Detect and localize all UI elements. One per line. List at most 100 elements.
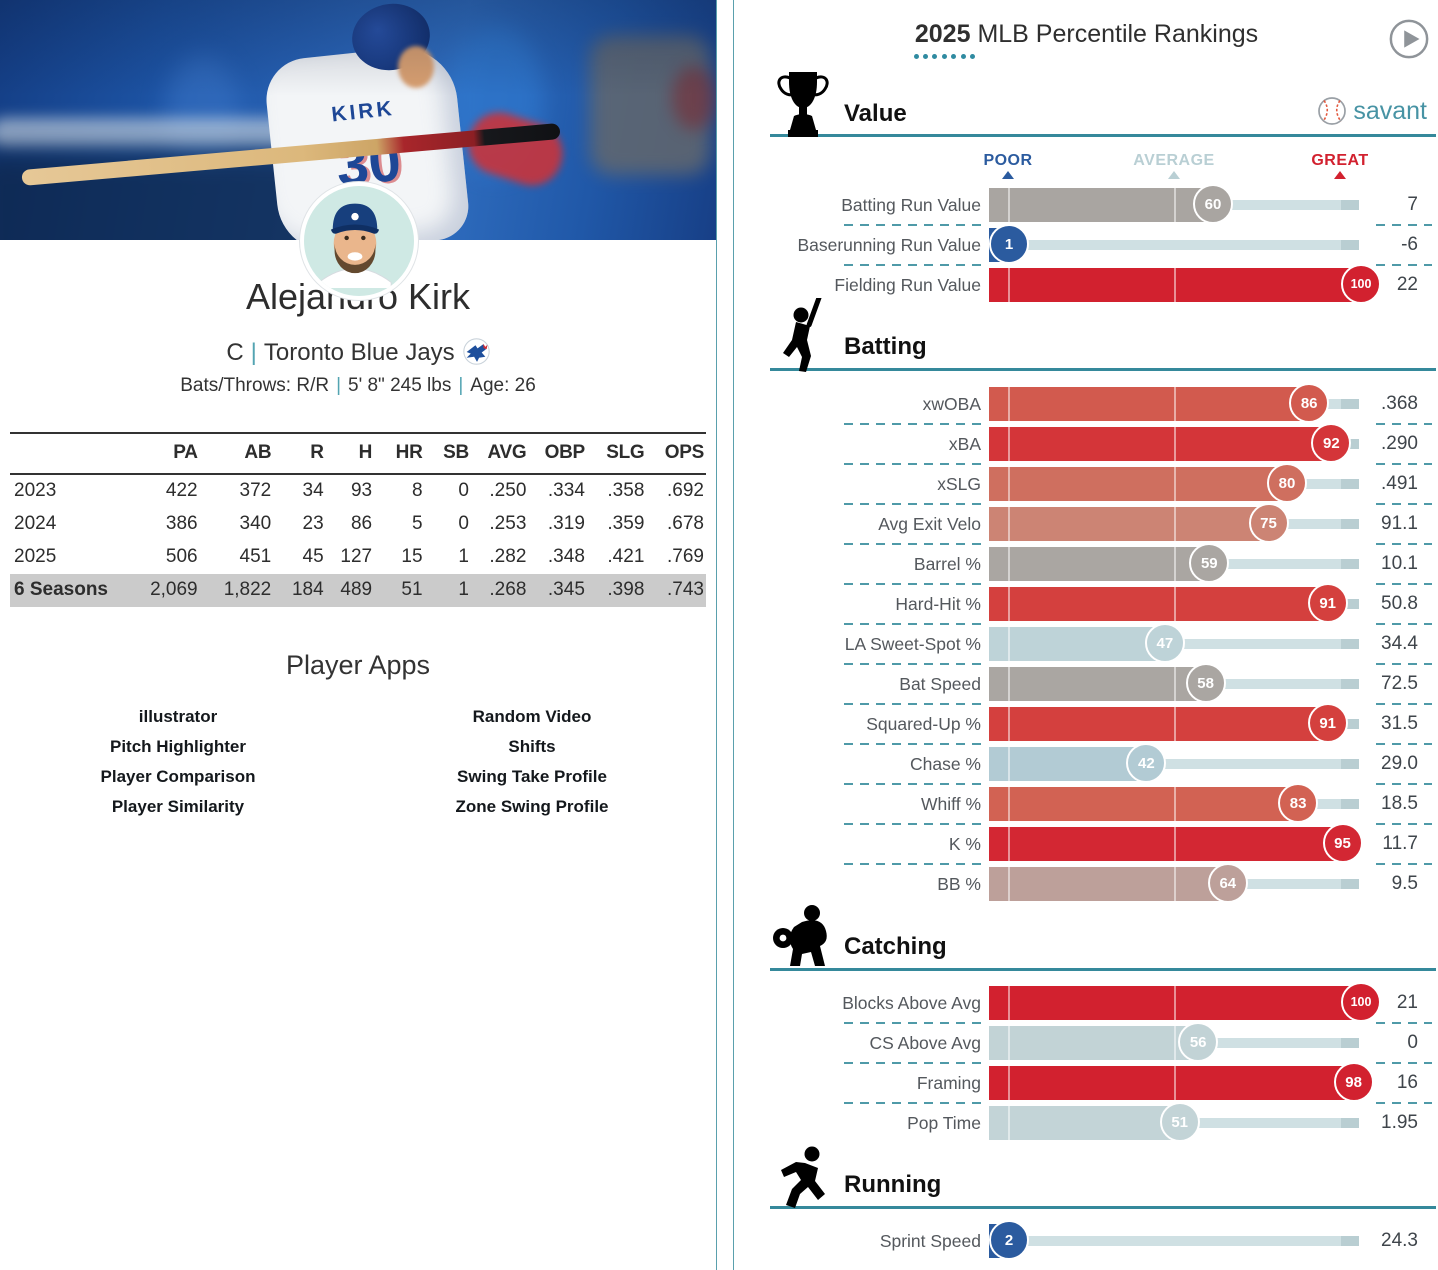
percentile-bar — [989, 787, 1297, 821]
stats-column-header: SLG — [586, 433, 647, 475]
stat-cell: 0 — [458, 513, 469, 534]
avatar — [300, 182, 418, 300]
stats-column-header: AB — [199, 433, 274, 475]
catching-rows: Blocks Above Avg 100 21 CS Above Avg 56 0 Fram… — [734, 982, 1438, 1143]
dotted-underline — [913, 54, 975, 59]
bar-tick — [1007, 467, 1010, 501]
percentile-bubble: 80 — [1267, 463, 1307, 503]
player-apps-right-column: Random Video Shifts Swing Take Profile Zone… — [364, 702, 700, 822]
metric-value: 9.5 — [1391, 873, 1418, 894]
percentile-row: Squared-Up % 91 31.5 — [734, 703, 1438, 744]
track-end-tick — [1341, 599, 1359, 609]
app-link[interactable]: Pitch Highlighter — [110, 737, 246, 756]
app-link[interactable]: Swing Take Profile — [457, 767, 607, 786]
stat-cell: 386 — [165, 513, 198, 534]
app-link[interactable]: Zone Swing Profile — [455, 797, 609, 816]
separator-dash — [844, 463, 983, 465]
metric-label: Bat Speed — [899, 674, 981, 694]
stat-cell: .678 — [667, 513, 704, 534]
percentile-bar — [989, 627, 1163, 661]
bar-tick — [1174, 427, 1176, 461]
stat-cell: .743 — [667, 579, 704, 600]
savant-brand[interactable]: savant — [1317, 96, 1427, 126]
percentile-row: Pop Time 51 1.95 — [734, 1102, 1438, 1143]
percentile-bar — [989, 587, 1326, 621]
stats-column-header: PA — [122, 433, 200, 475]
app-link[interactable]: Player Comparison — [100, 767, 256, 786]
separator-dash — [844, 783, 983, 785]
metric-value: 7 — [1407, 194, 1418, 215]
play-button[interactable] — [1388, 18, 1430, 60]
separator-dash — [1376, 1102, 1432, 1104]
stat-cell: .348 — [547, 546, 585, 567]
metric-value: .368 — [1381, 393, 1418, 414]
season-label: 2023 — [14, 480, 57, 501]
scale-marker-average — [1168, 171, 1180, 179]
player-apps-left-column: illustrator Pitch Highlighter Player Compa… — [10, 702, 346, 822]
percentile-track — [989, 240, 1359, 250]
metric-label: K % — [948, 834, 981, 854]
percentile-row: Barrel % 59 10.1 — [734, 543, 1438, 584]
metric-label: Fielding Run Value — [834, 275, 981, 295]
stat-cell: 184 — [291, 579, 324, 600]
percentile-row: K % 95 11.7 — [734, 823, 1438, 864]
track-end-tick — [1341, 519, 1359, 529]
percentile-row: Framing 98 16 — [734, 1062, 1438, 1103]
stat-cell: 34 — [302, 480, 324, 501]
percentile-bubble: 42 — [1126, 743, 1167, 783]
metric-label: xBA — [948, 434, 981, 454]
metric-label: Hard-Hit % — [895, 594, 981, 614]
section-title-catching: Catching — [844, 933, 947, 960]
age: Age: 26 — [470, 375, 536, 396]
metric-label: Chase % — [909, 754, 981, 774]
percentile-bar — [989, 467, 1285, 501]
stat-cell: 127 — [340, 546, 373, 567]
metric-label: Baserunning Run Value — [797, 235, 981, 255]
bar-tick — [1007, 1066, 1010, 1100]
percentile-row: LA Sweet-Spot % 47 34.4 — [734, 623, 1438, 664]
player-apps-title: Player Apps — [285, 650, 431, 680]
separator-dash — [844, 1022, 983, 1024]
separator-dash — [844, 663, 983, 665]
stat-cell: 0 — [458, 480, 469, 501]
stat-cell: .334 — [547, 480, 585, 501]
player-face-blur — [398, 46, 434, 88]
height-weight: 5' 8" 245 lbs — [348, 375, 452, 396]
app-link[interactable]: Player Similarity — [111, 797, 245, 816]
hero-background-blur — [672, 66, 716, 130]
percentile-row: Avg Exit Velo 75 91.1 — [734, 503, 1438, 544]
percentile-bubble: 100 — [1341, 982, 1381, 1022]
stat-cell: 23 — [302, 513, 324, 534]
batter-icon — [783, 298, 822, 372]
percentile-row: Sprint Speed 2 24.3 — [734, 1220, 1438, 1261]
bar-tick — [1007, 827, 1010, 861]
bar-tick — [1007, 867, 1010, 901]
percentile-row: Whiff % 83 18.5 — [734, 783, 1438, 824]
track-end-tick — [1341, 639, 1359, 649]
separator-dash — [1376, 1022, 1432, 1024]
app-link[interactable]: illustrator — [138, 707, 218, 726]
metric-value: 18.5 — [1381, 793, 1418, 814]
percentile-bubble: 58 — [1185, 663, 1226, 703]
percentile-row: BB % 64 9.5 — [734, 863, 1438, 904]
percentile-bar — [989, 387, 1308, 421]
metric-value: 31.5 — [1381, 713, 1418, 734]
track-end-tick — [1341, 1118, 1359, 1128]
stats-column-header: SB — [424, 433, 471, 475]
bar-tick — [1007, 268, 1010, 302]
metric-label: BB % — [937, 874, 981, 894]
stat-cell: 86 — [350, 513, 373, 534]
metric-label: LA Sweet-Spot % — [844, 634, 981, 654]
stat-cell: 5 — [411, 513, 423, 534]
scale-label-poor: POOR — [983, 152, 1033, 169]
metric-value: 91.1 — [1381, 513, 1418, 534]
app-link[interactable]: Random Video — [472, 707, 592, 726]
stat-cell: .319 — [547, 513, 585, 534]
scale-marker-great — [1334, 171, 1346, 179]
app-link[interactable]: Shifts — [508, 737, 556, 756]
separator: | — [336, 375, 342, 396]
batting-rows: xwOBA 86 .368 xBA 92 .290 xSLG 80 .491 Avg Exit V… — [734, 383, 1438, 904]
track-end-tick — [1341, 559, 1359, 569]
catcher-icon — [773, 905, 827, 966]
metric-value: 22 — [1396, 274, 1418, 295]
